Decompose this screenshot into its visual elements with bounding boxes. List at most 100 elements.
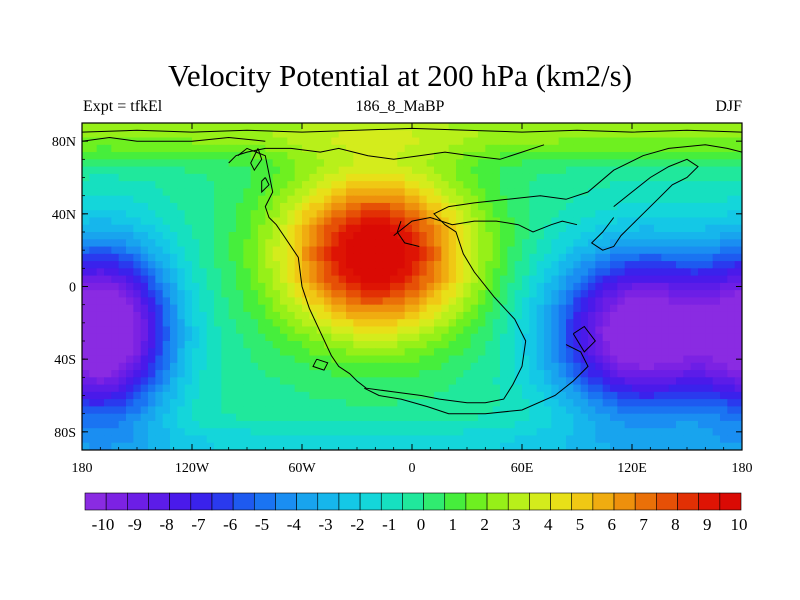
field-cell <box>536 319 545 328</box>
field-cell <box>566 130 574 139</box>
field-cell <box>720 166 728 175</box>
field-cell <box>566 370 574 378</box>
field-cell <box>302 348 310 357</box>
field-cell <box>617 391 626 400</box>
field-cell <box>676 290 684 298</box>
field-cell <box>177 341 186 349</box>
field-cell <box>470 406 479 415</box>
field-cell <box>148 239 156 248</box>
field-cell <box>676 282 684 291</box>
field-cell <box>705 311 714 320</box>
field-cell <box>368 137 376 146</box>
field-cell <box>558 239 567 248</box>
field-cell <box>419 217 428 226</box>
field-cell <box>529 420 538 429</box>
field-cell <box>456 399 464 407</box>
field-cell <box>104 159 112 168</box>
field-cell <box>346 355 354 364</box>
field-cell <box>551 152 560 160</box>
field-cell <box>155 224 164 233</box>
field-cell <box>390 435 398 444</box>
field-cell <box>412 341 420 349</box>
field-cell <box>148 377 156 386</box>
field-cell <box>683 275 692 284</box>
field-cell <box>133 428 142 437</box>
field-cell <box>492 253 501 262</box>
field-cell <box>82 377 90 386</box>
field-cell <box>485 362 494 371</box>
field-cell <box>470 166 479 175</box>
field-cell <box>522 406 530 415</box>
field-cell <box>448 217 457 226</box>
field-cell <box>566 319 574 328</box>
field-cell <box>199 232 208 240</box>
field-cell <box>544 253 552 262</box>
field-cell <box>661 210 670 219</box>
field-cell <box>360 217 369 226</box>
field-cell <box>96 420 105 429</box>
field-cell <box>485 239 494 248</box>
field-cell <box>331 253 340 262</box>
field-cell <box>243 159 252 168</box>
field-cell <box>280 362 288 371</box>
field-cell <box>610 319 618 328</box>
field-cell <box>441 210 450 219</box>
field-cell <box>162 290 171 298</box>
coastline <box>572 325 596 353</box>
field-cell <box>287 246 296 255</box>
field-cell <box>426 232 435 240</box>
field-cell <box>624 290 633 298</box>
field-cell <box>250 420 259 429</box>
field-cell <box>353 355 362 364</box>
field-cell <box>82 123 90 131</box>
field-cell <box>162 297 171 306</box>
field-cell <box>661 297 670 306</box>
field-cell <box>338 210 347 219</box>
field-cell <box>353 173 362 182</box>
field-cell <box>558 181 567 189</box>
field-cell <box>683 413 692 422</box>
field-cell <box>478 370 486 378</box>
field-cell <box>280 181 288 189</box>
field-cell <box>441 442 450 450</box>
field-cell <box>720 413 728 422</box>
field-cell <box>272 355 281 364</box>
field-cell <box>258 413 266 422</box>
field-cell <box>690 355 699 364</box>
field-cell <box>199 210 208 219</box>
field-cell <box>705 232 714 240</box>
field-cell <box>199 297 208 306</box>
field-cell <box>302 355 310 364</box>
field-cell <box>118 348 127 357</box>
field-cell <box>280 224 288 233</box>
field-cell <box>404 413 413 422</box>
field-cell <box>140 195 149 204</box>
field-cell <box>199 435 208 444</box>
field-cell <box>536 290 545 298</box>
field-cell <box>228 159 237 168</box>
field-cell <box>426 435 435 444</box>
field-cell <box>573 290 582 298</box>
field-cell <box>661 224 670 233</box>
field-cell <box>404 232 413 240</box>
field-cell <box>184 370 193 378</box>
field-cell <box>148 181 156 189</box>
field-cell <box>177 152 186 160</box>
field-cell <box>529 275 538 284</box>
field-cell <box>338 341 347 349</box>
field-cell <box>118 384 127 393</box>
field-cell <box>683 144 692 153</box>
field-cell <box>676 210 684 219</box>
field-cell <box>566 137 574 146</box>
field-cell <box>448 370 457 378</box>
field-cell <box>397 362 406 371</box>
field-cell <box>617 304 626 313</box>
field-cell <box>126 297 134 306</box>
field-cell <box>412 362 420 371</box>
field-cell <box>111 326 120 335</box>
field-cell <box>148 253 156 262</box>
field-cell <box>470 391 479 400</box>
field-cell <box>346 159 354 168</box>
field-cell <box>140 181 149 189</box>
field-cell <box>170 384 178 393</box>
